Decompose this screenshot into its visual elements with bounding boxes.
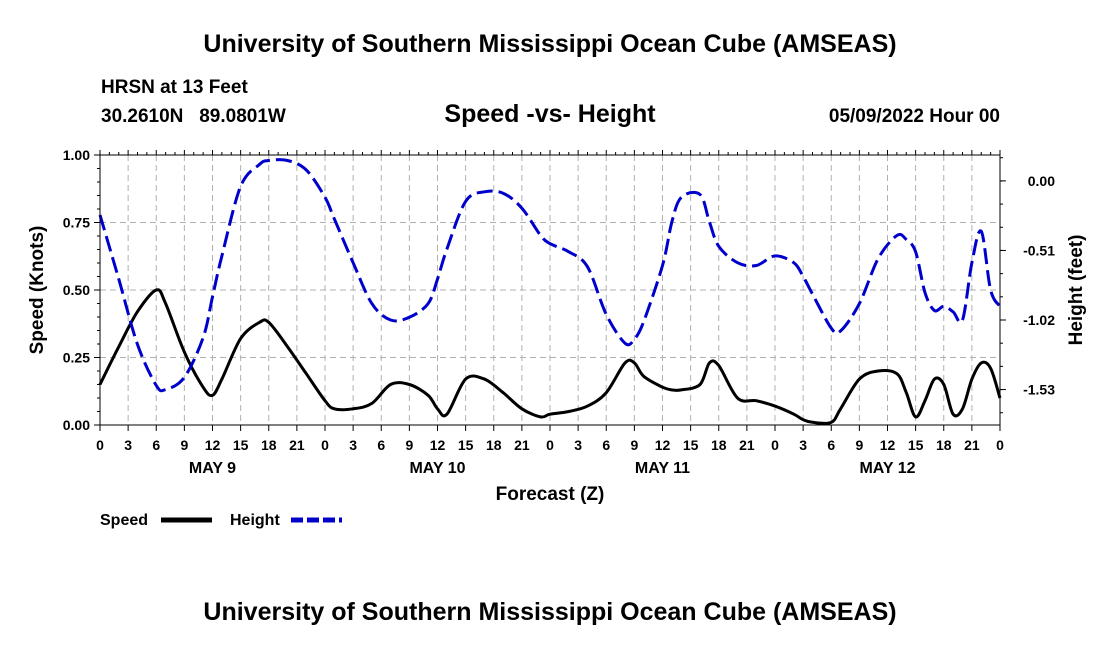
series-line-speed (98, 288, 1002, 425)
axes: 0 3 6 9 12 15 18 21 0 3 6 9 12 15 18 21 0 3 6 9 12 15 18 21 0 3 6 9… (63, 147, 1055, 477)
x-tick-label: 6 (827, 437, 835, 453)
y-left-tick-label: 1.00 (63, 147, 90, 163)
x-tick-label: 15 (683, 437, 699, 453)
day-label: MAY 11 (635, 460, 690, 477)
legend-label-speed: Speed (100, 512, 148, 529)
y-right-tick-label: 0.00 (1028, 173, 1055, 189)
x-tick-label: 21 (289, 437, 305, 453)
y-left-tick-label: 0.25 (63, 350, 90, 366)
coordinates-label: 30.2610N 89.0801W (101, 106, 286, 127)
x-tick-label: 0 (546, 437, 554, 453)
y-axis-left-title: Speed (Knots) (27, 226, 48, 355)
chart-title: University of Southern Mississippi Ocean… (203, 30, 897, 58)
x-tick-label: 6 (377, 437, 385, 453)
day-label: MAY 12 (859, 460, 915, 477)
y-left-tick-label: 0.50 (63, 282, 90, 298)
legend: Speed Height (100, 512, 342, 529)
y-right-tick-label: -1.53 (1023, 382, 1055, 398)
x-tick-label: 21 (514, 437, 530, 453)
footer-title: University of Southern Mississippi Ocean… (203, 598, 897, 626)
x-tick-label: 18 (261, 437, 277, 453)
x-tick-label: 3 (574, 437, 582, 453)
x-tick-label: 21 (964, 437, 980, 453)
x-tick-label: 9 (405, 437, 413, 453)
x-tick-label: 0 (321, 437, 329, 453)
y-left-tick-label: 0.00 (63, 417, 90, 433)
y-axis-right-title: Height (feet) (1066, 235, 1087, 346)
x-axis-title: Forecast (Z) (496, 484, 605, 505)
day-label: MAY 10 (409, 460, 465, 477)
series-layer (98, 158, 1002, 425)
x-tick-label: 3 (799, 437, 807, 453)
x-tick-label: 0 (996, 437, 1004, 453)
x-tick-label: 0 (96, 437, 104, 453)
x-tick-label: 18 (936, 437, 952, 453)
x-tick-label: 15 (458, 437, 474, 453)
x-tick-label: 12 (430, 437, 446, 453)
x-tick-label: 6 (152, 437, 160, 453)
x-tick-label: 12 (880, 437, 896, 453)
legend-label-height: Height (230, 512, 280, 529)
x-tick-label: 18 (711, 437, 727, 453)
y-right-tick-label: -0.51 (1023, 242, 1055, 258)
y-left-tick-label: 0.75 (63, 215, 90, 231)
x-tick-label: 9 (855, 437, 863, 453)
x-tick-label: 21 (739, 437, 755, 453)
x-tick-label: 0 (771, 437, 779, 453)
x-tick-label: 12 (655, 437, 671, 453)
x-tick-label: 9 (180, 437, 188, 453)
x-tick-label: 18 (486, 437, 502, 453)
station-label: HRSN at 13 Feet (101, 77, 248, 98)
y-right-tick-label: -1.02 (1023, 312, 1055, 328)
chart-subtitle: Speed -vs- Height (444, 100, 656, 128)
x-tick-label: 9 (630, 437, 638, 453)
x-tick-label: 6 (602, 437, 610, 453)
x-tick-label: 3 (124, 437, 132, 453)
day-label: MAY 9 (189, 460, 236, 477)
x-tick-label: 3 (349, 437, 357, 453)
x-tick-label: 15 (233, 437, 249, 453)
x-tick-label: 15 (908, 437, 924, 453)
x-tick-label: 12 (205, 437, 221, 453)
forecast-datetime: 05/09/2022 Hour 00 (828, 106, 1000, 127)
series-line-height (98, 158, 1002, 393)
